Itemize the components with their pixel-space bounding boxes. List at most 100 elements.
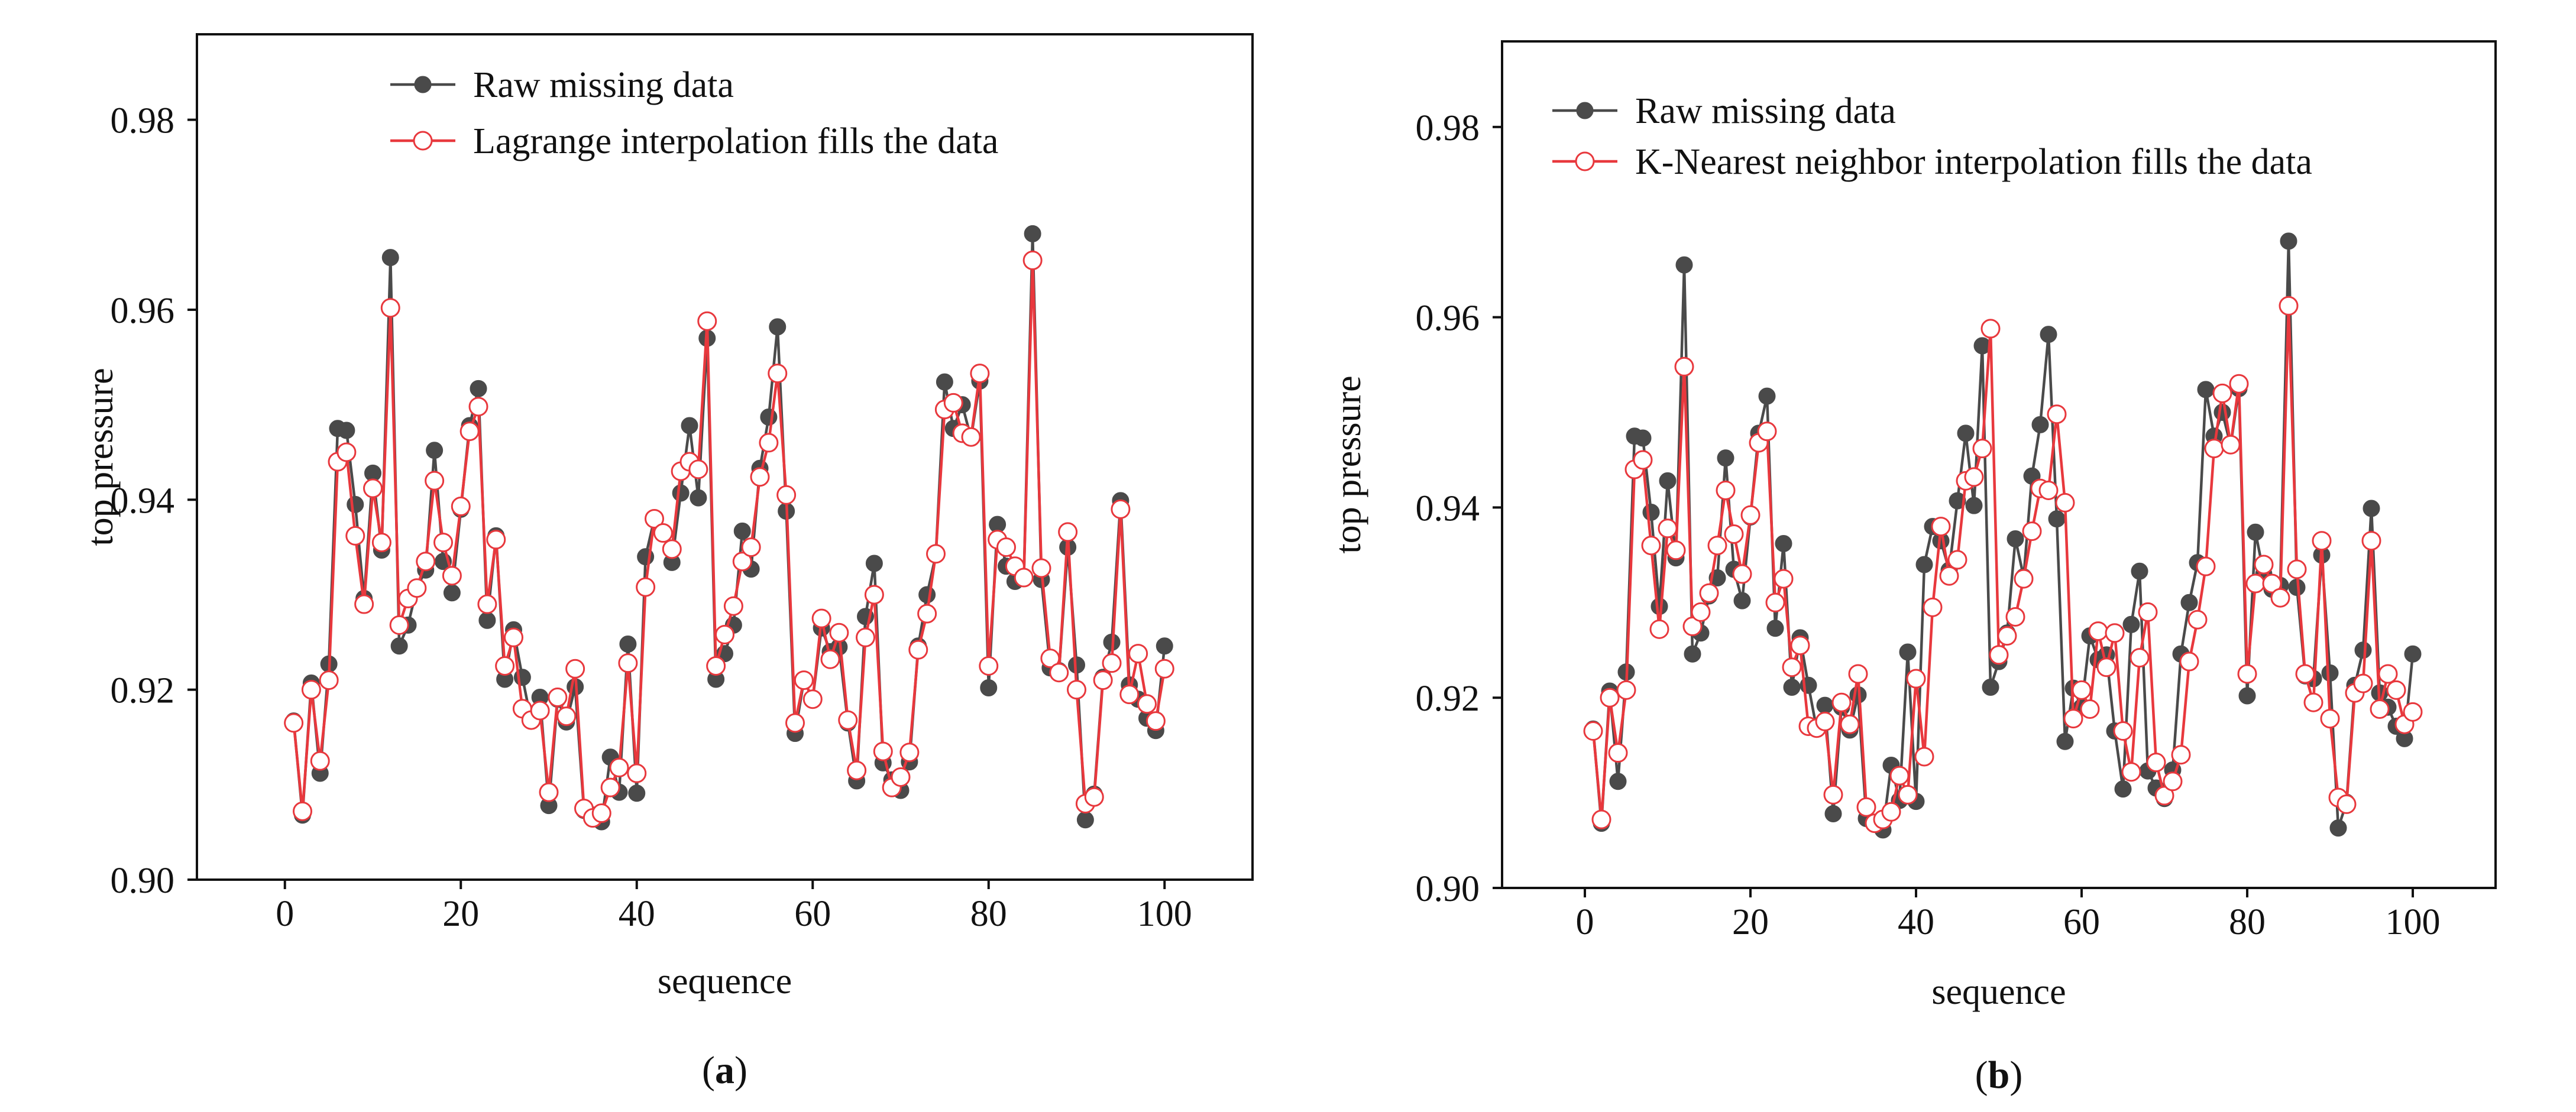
data-point [768, 364, 788, 384]
data-point [2072, 680, 2092, 700]
data-point [2287, 559, 2307, 579]
data-point [600, 777, 620, 797]
data-point [2114, 780, 2132, 798]
data-point [2221, 435, 2241, 455]
data-point [2336, 794, 2357, 814]
data-point [565, 659, 585, 679]
data-point [1583, 721, 1603, 741]
data-point [856, 627, 875, 647]
data-point [732, 552, 752, 572]
data-point [1154, 659, 1174, 679]
data-point [1111, 499, 1131, 519]
data-point [478, 611, 496, 629]
x-axis-title: sequence [658, 961, 792, 1001]
plot-frame [1501, 40, 2497, 889]
data-point [2403, 702, 2423, 722]
data-point [354, 594, 374, 614]
y-tick-label: 0.90 [111, 861, 175, 901]
data-point [2254, 555, 2274, 575]
data-point [2279, 296, 2299, 316]
data-point [347, 495, 364, 513]
data-point [2303, 692, 2323, 712]
data-point [1591, 809, 1611, 829]
data-point [2056, 732, 2074, 750]
data-point [2329, 819, 2347, 837]
data-point [1815, 711, 1835, 731]
data-point [1666, 540, 1686, 560]
data-point [838, 710, 858, 730]
data-point [2113, 721, 2133, 741]
data-point [1022, 250, 1043, 270]
data-point [293, 801, 312, 821]
data-point [1831, 692, 1852, 712]
data-point [2055, 492, 2075, 513]
data-point [776, 485, 797, 505]
data-point [2096, 657, 2117, 677]
data-point [1732, 564, 1752, 584]
data-point [1049, 663, 1069, 683]
data-point [2361, 531, 2381, 551]
data-point [1980, 319, 2001, 339]
data-point [1899, 643, 1917, 661]
data-point [794, 670, 814, 690]
data-point [1076, 811, 1094, 829]
data-point [891, 767, 911, 787]
x-tick-label: 0 [1576, 902, 1594, 942]
data-point [1058, 522, 1078, 542]
data-point [926, 544, 946, 564]
plot-frame [196, 33, 1254, 881]
data-point [1014, 568, 1034, 588]
y-tick-label: 0.90 [1416, 869, 1480, 909]
data-point [2040, 326, 2057, 343]
data-point [1973, 337, 1991, 355]
data-point [697, 311, 717, 331]
y-axis-title: top pressure [80, 368, 121, 546]
data-point [2213, 404, 2231, 422]
data-point [1119, 685, 1140, 705]
data-point [2404, 645, 2422, 663]
data-point [556, 706, 577, 727]
data-point [495, 656, 515, 676]
data-point [1765, 592, 1785, 612]
data-point [486, 530, 506, 550]
data-point [2370, 699, 2390, 719]
data-point [2229, 374, 2249, 394]
data-point [2353, 673, 2373, 693]
data-point [1989, 645, 2009, 665]
data-point [979, 656, 999, 676]
data-point [1649, 619, 1669, 639]
legend: Raw missing data K-Nearest neighbor inter… [1552, 91, 2312, 182]
data-point [873, 741, 893, 761]
data-point [1651, 598, 1668, 615]
data-point [470, 380, 487, 397]
data-point [2354, 641, 2372, 659]
data-point [989, 516, 1007, 533]
data-point [371, 533, 391, 553]
data-point [389, 615, 409, 635]
data-point [899, 743, 920, 763]
data-point [2063, 709, 2083, 729]
data-point [1682, 617, 1703, 637]
data-point [2047, 404, 2067, 424]
data-point [2262, 573, 2282, 594]
data-point [1775, 535, 1792, 553]
data-point [2245, 573, 2266, 594]
data-point [2363, 500, 2380, 517]
data-point [539, 782, 559, 802]
data-point [1031, 558, 1051, 578]
x-tick-label: 20 [1732, 902, 1769, 942]
data-point [2048, 510, 2066, 528]
data-point [1684, 645, 1701, 663]
data-point [2312, 531, 2332, 551]
data-point [1824, 805, 1842, 822]
data-point [2386, 680, 2406, 700]
y-tick-label: 0.94 [111, 481, 175, 521]
data-point [1024, 225, 1041, 242]
data-point [2022, 521, 2042, 542]
data-point [2280, 232, 2297, 250]
data-point [2005, 607, 2025, 627]
data-point [1067, 680, 1086, 700]
y-axis-title: top pressure [1328, 375, 1368, 553]
data-point [1102, 653, 1122, 673]
data-point [1823, 784, 1843, 805]
